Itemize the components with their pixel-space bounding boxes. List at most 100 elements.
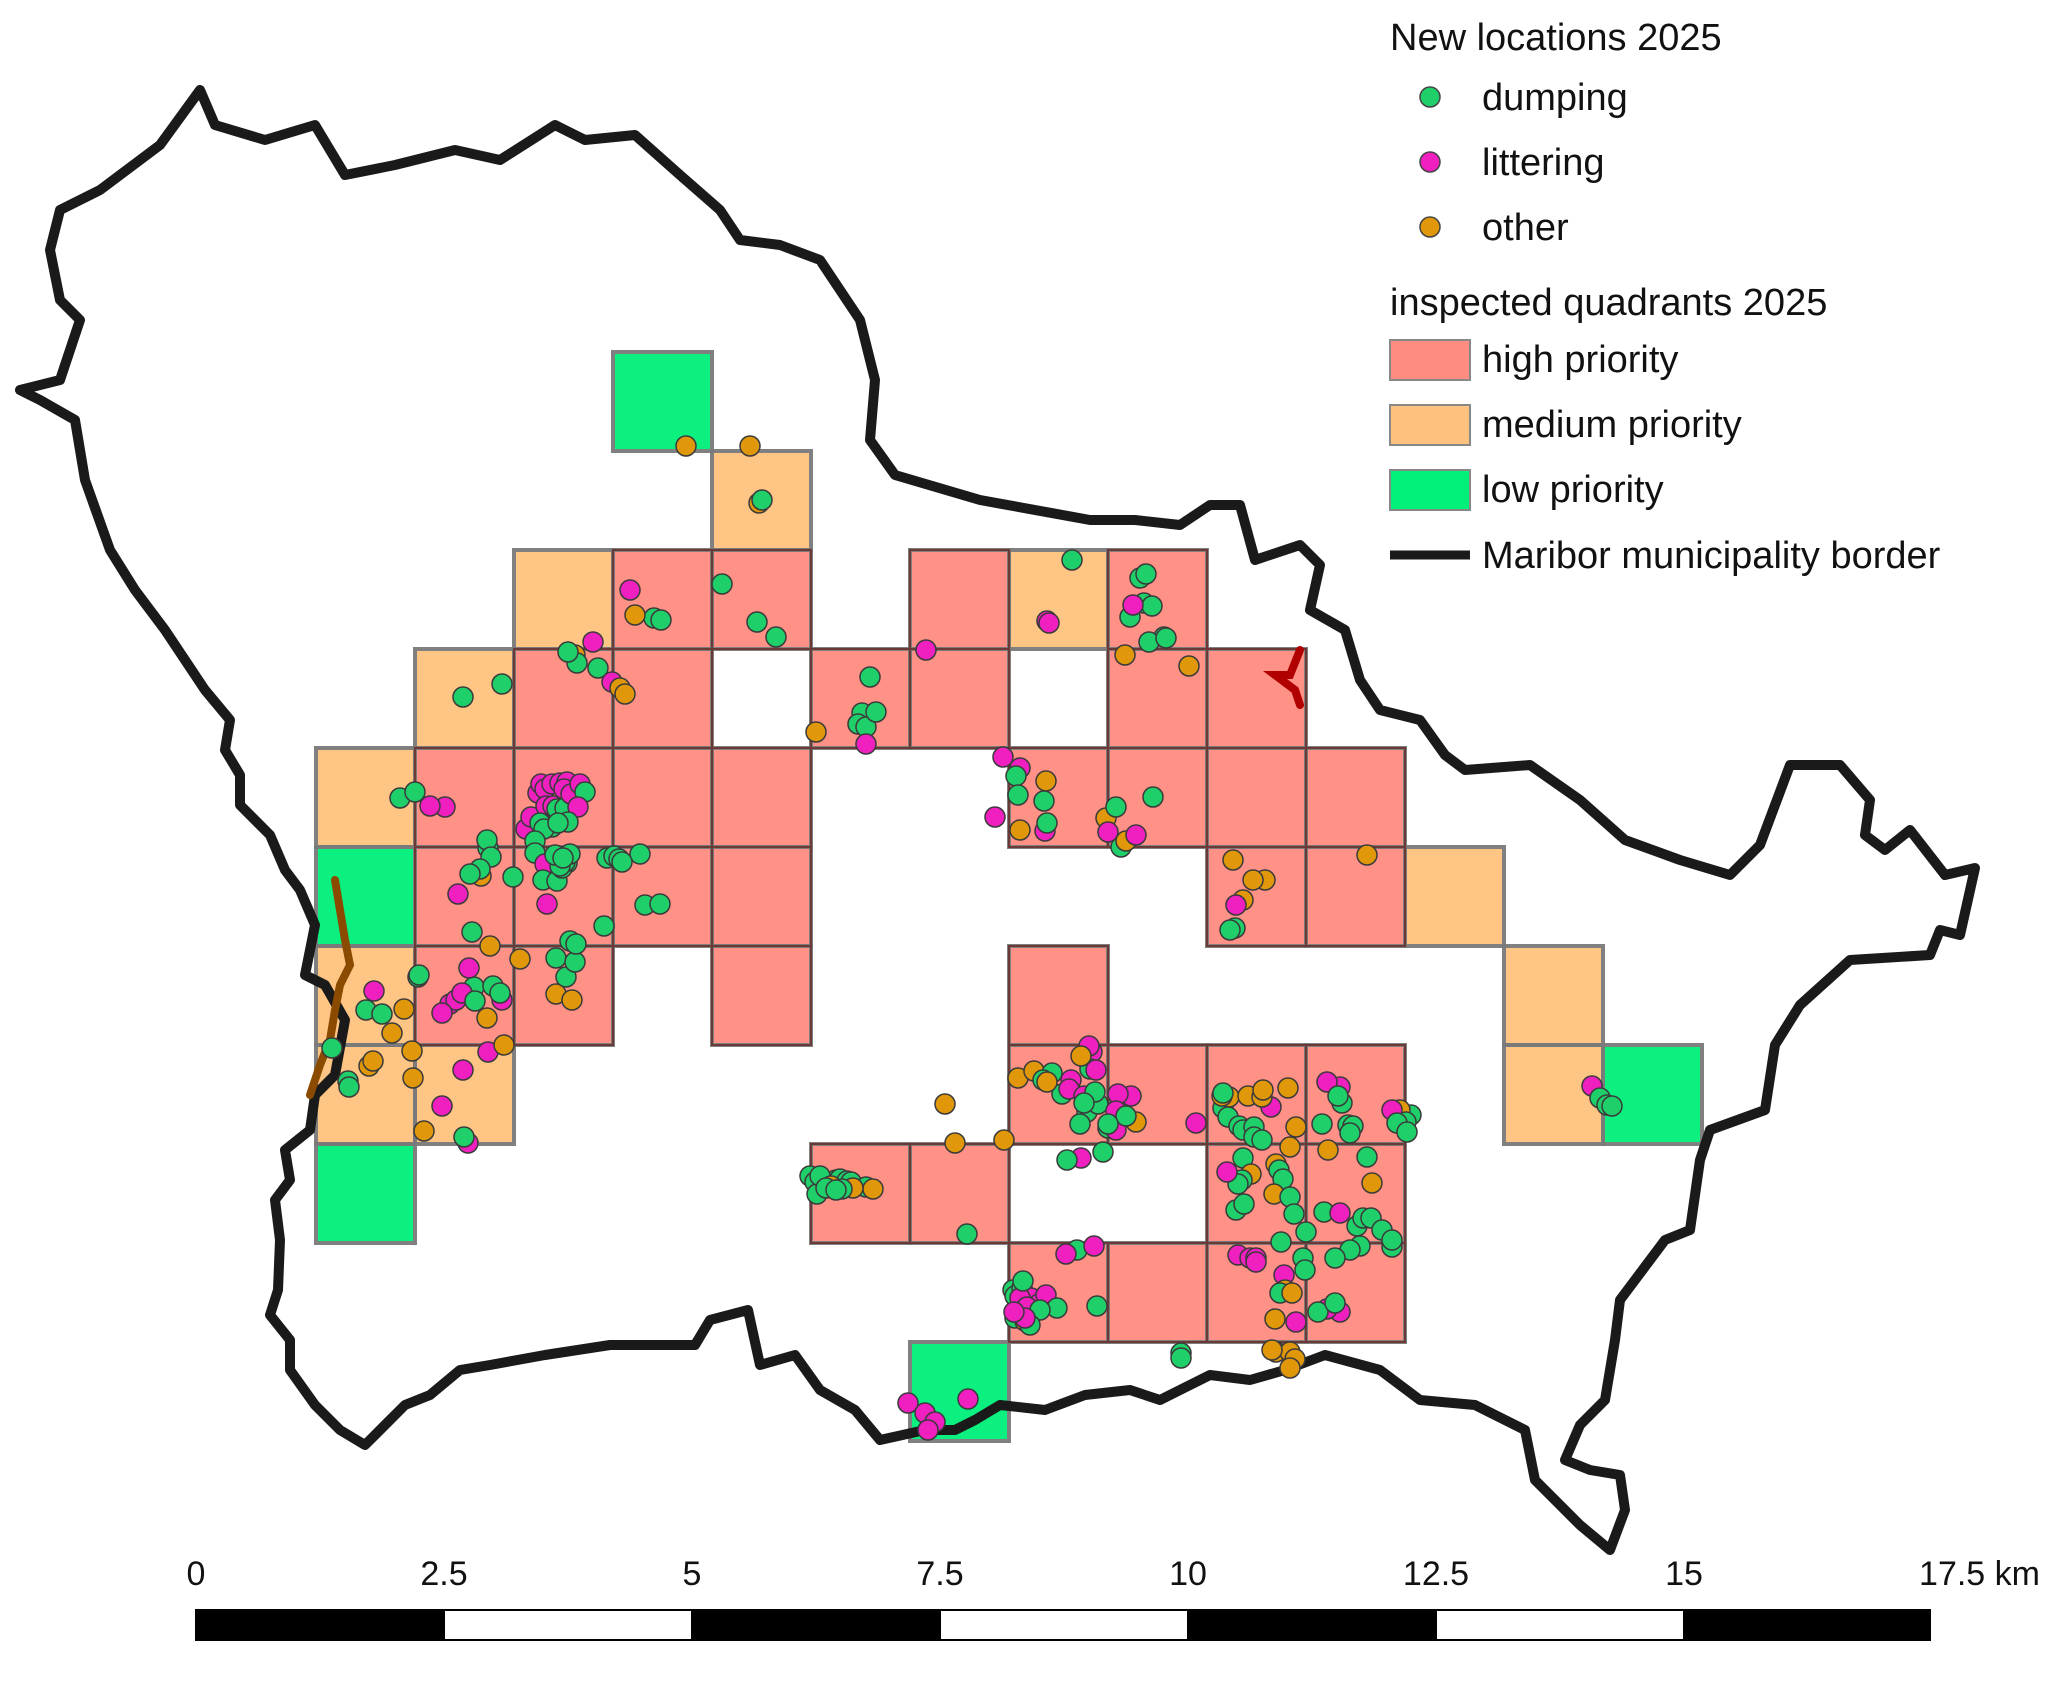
dumping-point <box>464 990 486 1012</box>
other-point <box>1277 1077 1299 1099</box>
dumping-point <box>1061 549 1083 571</box>
dumping-point <box>459 863 481 885</box>
dumping-point <box>859 666 881 688</box>
legend-points-title: New locations 2025 <box>1390 17 1722 59</box>
littering-point <box>1097 821 1119 843</box>
legend-quadrants-title: inspected quadrants 2025 <box>1390 282 1827 324</box>
dumping-point <box>611 851 633 873</box>
scale-bar: 0 2.5 5 7.5 10 12.5 15 17.5 km <box>187 1555 2040 1641</box>
dumping-point <box>564 951 586 973</box>
dumping-point <box>371 1003 393 1025</box>
littering-point <box>917 1419 939 1441</box>
border-segment-west <box>306 876 355 1099</box>
other-point <box>1317 1139 1339 1161</box>
other-point <box>362 1050 384 1072</box>
quadrant-cell-outline <box>1305 846 1406 947</box>
scale-segment <box>939 1609 1189 1641</box>
littering-point <box>1083 1235 1105 1257</box>
other-point <box>805 721 827 743</box>
dumping-point <box>1142 786 1164 808</box>
quadrant-cell-outline <box>711 549 812 650</box>
dumping-point <box>1339 1122 1361 1144</box>
new-locations-layer <box>321 435 1623 1441</box>
other-point <box>624 604 646 626</box>
dumping-point <box>1324 1292 1346 1314</box>
other-point <box>479 935 501 957</box>
dumping-point <box>502 866 524 888</box>
other-point <box>1264 1308 1286 1330</box>
dumping-point <box>408 964 430 986</box>
dumping-point <box>1219 919 1241 941</box>
dumping-point <box>1155 627 1177 649</box>
other-point <box>413 1120 435 1142</box>
littering-point <box>897 1392 919 1414</box>
littering-point <box>992 746 1014 768</box>
littering-point <box>1085 1059 1107 1081</box>
other-point <box>476 1007 498 1029</box>
other-point <box>1261 1339 1283 1361</box>
legend-littering-symbol <box>1419 151 1441 173</box>
littering-point <box>1329 1202 1351 1224</box>
legend-low-priority-label: low priority <box>1482 469 1664 511</box>
dumping-point <box>1601 1095 1623 1117</box>
quadrant-cell <box>710 548 813 651</box>
quadrant-cell-outline <box>711 945 812 1046</box>
quadrant-cell <box>710 746 813 849</box>
other-point <box>561 989 583 1011</box>
dumping-point <box>489 982 511 1004</box>
other-point <box>1035 770 1057 792</box>
quadrant-cell <box>1304 845 1407 948</box>
scale-segment <box>443 1609 693 1641</box>
other-point <box>1009 819 1031 841</box>
dumping-point <box>593 915 615 937</box>
other-point <box>1036 1071 1058 1093</box>
dumping-point <box>1036 812 1058 834</box>
dumping-point <box>865 701 887 723</box>
other-point <box>862 1178 884 1200</box>
dumping-point <box>1233 1193 1255 1215</box>
dumping-point <box>1251 1129 1273 1151</box>
quadrant-cell <box>908 647 1011 750</box>
quadrant-cell <box>1007 944 1110 1047</box>
dumping-point <box>1270 1231 1292 1253</box>
littering-point <box>1316 1071 1338 1093</box>
dumping-point <box>1056 1149 1078 1171</box>
littering-point <box>915 639 937 661</box>
dumping-point <box>1005 765 1027 787</box>
dumping-point <box>649 893 671 915</box>
dumping-point <box>1283 1203 1305 1225</box>
dumping-point <box>338 1076 360 1098</box>
other-point <box>1178 655 1200 677</box>
dumping-point <box>552 847 574 869</box>
other-point <box>934 1093 956 1115</box>
dumping-point <box>1311 1113 1333 1135</box>
quadrant-cell <box>314 1142 417 1245</box>
other-point <box>1070 1045 1092 1067</box>
legend-other-label: other <box>1482 207 1569 249</box>
scale-label: 15 <box>1665 1555 1703 1593</box>
scale-label: 0 <box>187 1555 206 1593</box>
other-point <box>1279 1136 1301 1158</box>
dumping-point <box>1307 1301 1329 1323</box>
scale-label: 7.5 <box>916 1555 963 1593</box>
legend-border-label: Maribor municipality border <box>1482 535 1941 577</box>
dumping-point <box>1012 1270 1034 1292</box>
dumping-point <box>565 933 587 955</box>
other-point <box>1361 1172 1383 1194</box>
inspected-quadrants-layer <box>314 350 1704 1443</box>
littering-point <box>984 806 1006 828</box>
scale-segment <box>691 1609 941 1641</box>
littering-point <box>567 796 589 818</box>
other-point <box>1242 869 1264 891</box>
quadrant-cell <box>1205 746 1308 849</box>
other-point <box>493 1034 515 1056</box>
dumping-point <box>650 609 672 631</box>
municipality-border <box>15 85 1980 1555</box>
quadrant-cell <box>611 746 714 849</box>
dumping-point <box>1092 1141 1114 1163</box>
littering-point <box>1225 894 1247 916</box>
scale-segment <box>1683 1609 1931 1641</box>
dumping-point <box>1295 1221 1317 1243</box>
littering-point <box>1216 1161 1238 1183</box>
legend: New locations 2025 dumping littering oth… <box>1389 17 1941 577</box>
